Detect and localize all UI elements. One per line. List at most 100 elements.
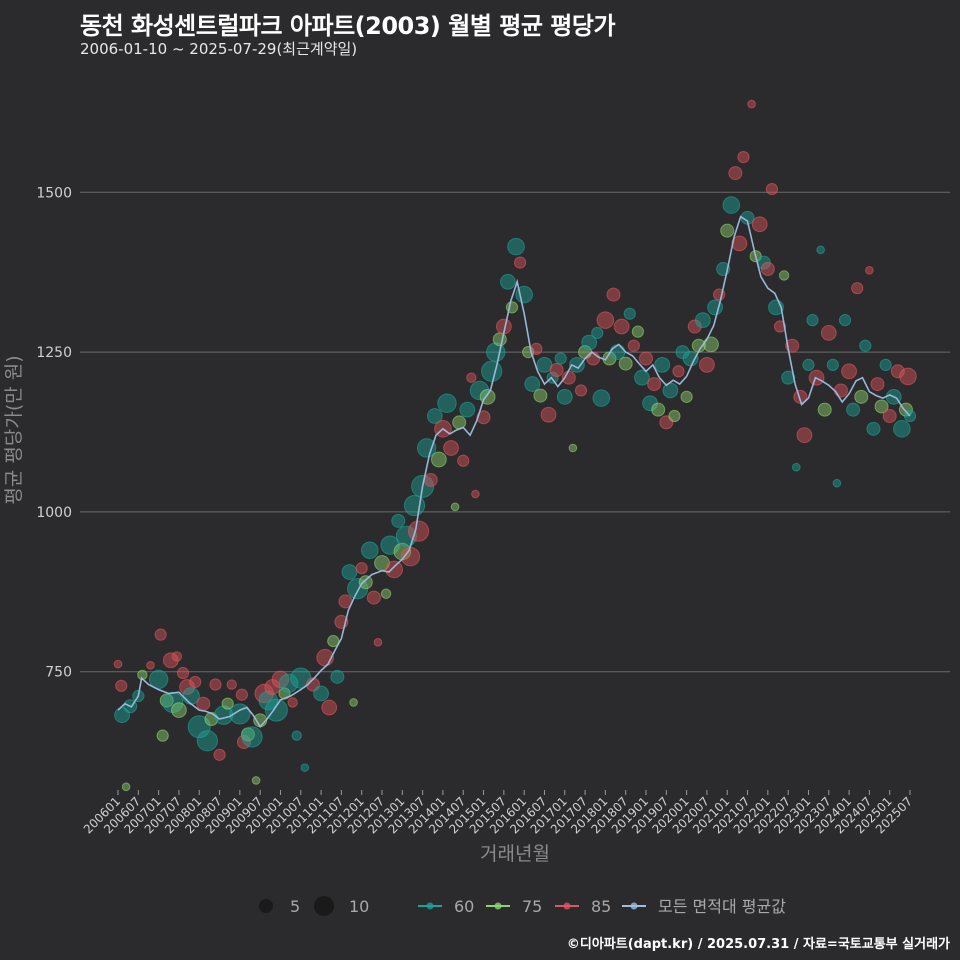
point-85 — [176, 666, 190, 680]
point-60 — [893, 420, 911, 438]
x-axis-ticks: 2006012006072007012007072008012008072009… — [81, 790, 915, 837]
point-60 — [361, 541, 379, 560]
page-subtitle: 2006-01-10 ~ 2025-07-29(최근계약일) — [80, 40, 358, 58]
average-line — [117, 215, 911, 729]
point-60 — [437, 393, 457, 413]
point-85 — [899, 367, 917, 386]
point-85 — [407, 520, 430, 542]
point-85 — [882, 409, 897, 424]
point-75 — [533, 388, 548, 403]
footer-credit: ©디아파트(dapt.kr) / 2025.07.31 / 자료=국토교통부 실… — [566, 937, 950, 952]
point-85 — [751, 216, 768, 233]
y-tick-label: 1500 — [36, 185, 72, 201]
point-60 — [426, 408, 443, 424]
point-75 — [720, 223, 735, 238]
point-60 — [330, 669, 345, 684]
legend-size-large — [314, 896, 334, 916]
point-60 — [546, 371, 559, 384]
point-60 — [591, 326, 604, 340]
point-85 — [851, 282, 864, 295]
point-75 — [450, 502, 460, 512]
point-60 — [416, 438, 437, 458]
point-75 — [171, 702, 187, 718]
point-85 — [235, 688, 248, 701]
point-60 — [187, 715, 211, 739]
legend-size-label: 10 — [349, 897, 369, 916]
point-85 — [443, 440, 459, 456]
legend-dot-85 — [563, 902, 571, 910]
point-75 — [680, 390, 693, 403]
point-75 — [121, 782, 131, 792]
point-60 — [278, 673, 299, 693]
point-60 — [592, 389, 611, 407]
legend: 5 10 60 75 85 모든 면적대 평균값 — [259, 896, 786, 916]
y-axis-ticks: 750 1000 1250 1500 — [36, 185, 72, 680]
point-85 — [699, 356, 715, 373]
point-75 — [380, 588, 392, 599]
point-85 — [747, 99, 756, 109]
page-title: 동천 화성센트럴파크 아파트(2003) 월별 평균 평당가 — [80, 12, 616, 40]
point-85 — [540, 406, 557, 423]
point-60 — [515, 285, 533, 304]
average-line-layer — [117, 215, 911, 729]
point-85 — [113, 659, 123, 669]
point-60 — [258, 690, 278, 711]
point-60 — [654, 356, 671, 373]
point-60 — [859, 339, 872, 352]
point-60 — [826, 358, 839, 371]
point-85 — [457, 454, 470, 467]
point-60 — [196, 730, 218, 752]
point-75 — [817, 402, 832, 417]
point-60 — [832, 478, 842, 488]
point-75 — [492, 332, 507, 347]
point-75 — [668, 409, 681, 423]
point-85 — [765, 182, 779, 196]
point-85 — [639, 351, 653, 366]
point-60 — [694, 312, 711, 329]
point-60 — [380, 535, 400, 555]
point-60 — [300, 763, 310, 772]
legend-size-label: 5 — [290, 897, 300, 916]
point-85 — [647, 377, 662, 392]
legend-label-75: 75 — [522, 897, 542, 916]
point-85 — [627, 339, 640, 352]
point-85 — [213, 748, 226, 761]
point-60 — [403, 494, 426, 517]
point-60 — [459, 401, 476, 418]
point-85 — [549, 363, 564, 377]
point-85 — [870, 377, 885, 392]
y-axis-title: 평균 평당가(만 원) — [3, 355, 25, 504]
point-75 — [358, 575, 373, 590]
legend-size-small — [259, 899, 273, 913]
point-60 — [500, 273, 516, 290]
point-60 — [313, 685, 329, 702]
point-60 — [241, 726, 263, 748]
point-60 — [722, 196, 741, 214]
point-75 — [631, 325, 644, 338]
point-60 — [662, 382, 679, 399]
point-60 — [507, 237, 525, 256]
point-85 — [373, 638, 383, 647]
point-85 — [737, 151, 750, 164]
point-75 — [854, 389, 869, 404]
point-75 — [156, 729, 169, 742]
point-60 — [682, 350, 699, 367]
point-85 — [596, 311, 615, 329]
point-85 — [687, 319, 702, 334]
point-60 — [148, 669, 169, 690]
point-60 — [556, 388, 573, 405]
point-85 — [793, 389, 808, 404]
point-60 — [291, 730, 302, 741]
point-60 — [634, 369, 650, 386]
point-60 — [481, 360, 503, 382]
legend-dot-60 — [426, 902, 434, 910]
point-85 — [171, 651, 183, 662]
point-60 — [264, 698, 288, 722]
legend-dot-75 — [494, 902, 502, 910]
point-85 — [530, 342, 543, 356]
point-60 — [536, 356, 553, 373]
point-75 — [651, 402, 666, 417]
point-60 — [569, 356, 585, 373]
point-85 — [162, 652, 179, 669]
